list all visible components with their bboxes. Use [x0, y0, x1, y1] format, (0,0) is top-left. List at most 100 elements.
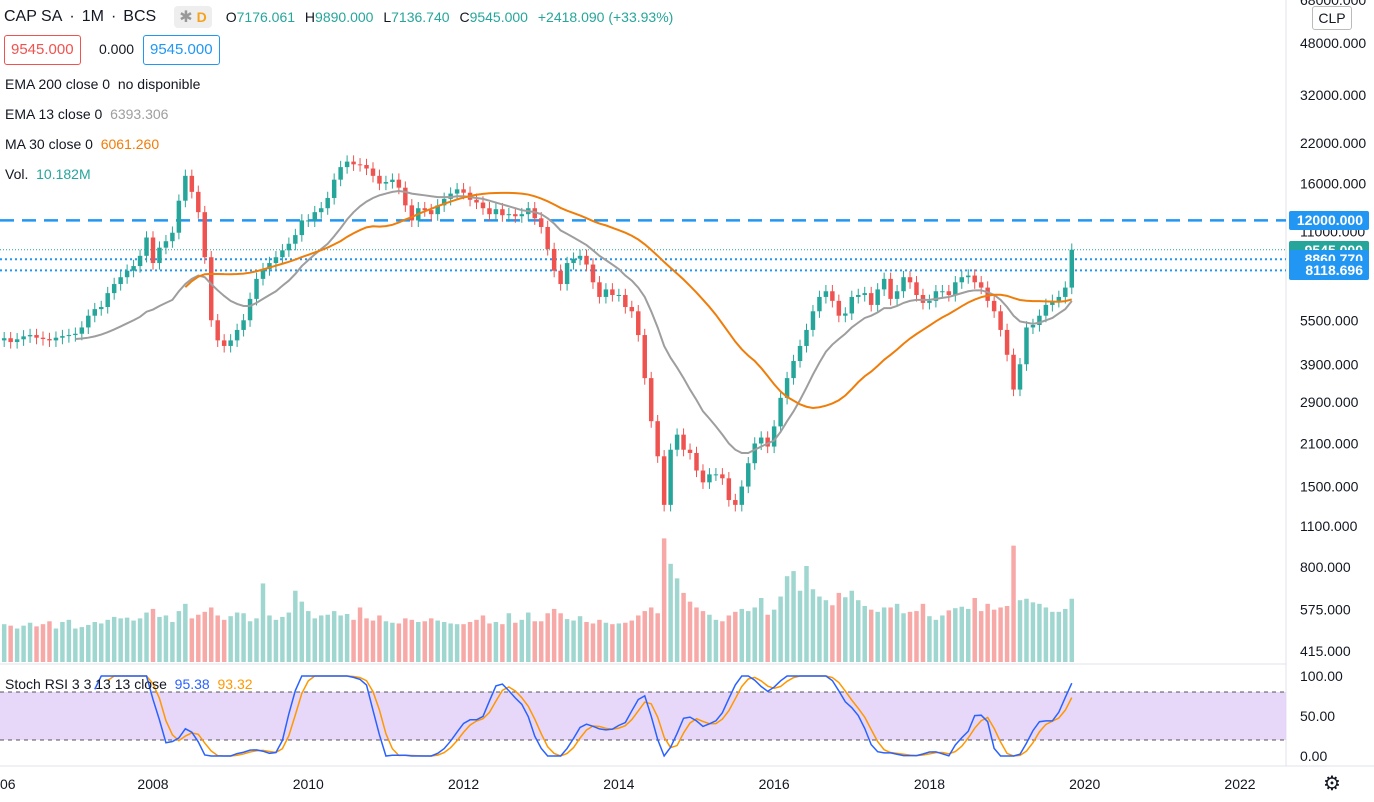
volume-bar	[538, 621, 544, 662]
volume-bar	[888, 607, 893, 662]
volume-bar	[215, 615, 220, 662]
sell-price-box[interactable]: 9545.000	[4, 35, 81, 65]
candle-body	[105, 293, 110, 308]
volume-bar	[991, 609, 997, 662]
symbol-name[interactable]: CAP SA	[4, 8, 63, 25]
candle-body	[176, 200, 182, 233]
candle-body	[131, 266, 136, 271]
volume-bar	[661, 538, 667, 662]
volume-bar	[778, 596, 783, 662]
candle-body	[312, 212, 317, 221]
price-tick-label: 2100.000	[1300, 435, 1359, 451]
candle-body	[124, 270, 130, 278]
volume-bar	[293, 590, 298, 662]
candle-body	[318, 208, 324, 213]
candle-body	[293, 235, 298, 244]
volume-bar	[124, 617, 130, 662]
volume-bar	[940, 615, 945, 662]
volume-bar	[370, 620, 376, 662]
candle-body	[403, 187, 408, 206]
volume-bar	[40, 624, 46, 662]
stoch-d-value: 93.32	[217, 676, 253, 692]
indicator-ema13[interactable]: EMA 13 close 0 6393.306	[5, 106, 169, 122]
indicator-volume[interactable]: Vol. 10.182M	[5, 166, 91, 182]
candle-body	[21, 336, 26, 340]
volume-bar	[325, 614, 330, 662]
volume-bar	[545, 613, 550, 662]
volume-bar	[623, 622, 628, 662]
volume-bar	[836, 592, 842, 662]
time-tick-label: 2010	[293, 776, 324, 792]
candle-body	[144, 237, 149, 256]
volume-bar	[681, 592, 686, 662]
candle-body	[286, 243, 292, 251]
time-tick-label: 2014	[603, 776, 634, 792]
candle-body	[597, 282, 602, 297]
interval-label[interactable]: 1M	[81, 8, 104, 25]
candle-body	[681, 434, 686, 450]
candle-body	[888, 278, 893, 299]
volume-bar	[642, 611, 647, 662]
volume-bar	[972, 598, 977, 662]
volume-bar	[1024, 598, 1029, 662]
volume-bar	[254, 618, 259, 662]
volume-bar	[383, 621, 389, 662]
volume-bar	[267, 615, 272, 662]
candle-body	[674, 434, 680, 450]
stoch-tick-label: 50.00	[1300, 708, 1335, 724]
candle-body	[616, 295, 622, 297]
spread-value: 0.000	[99, 41, 135, 57]
volume-bar	[364, 618, 369, 662]
ema13-line	[75, 190, 1073, 454]
volume-bar	[1030, 602, 1036, 662]
low-value: 7136.740	[391, 9, 450, 25]
volume-bar	[1, 624, 7, 662]
candle-body	[183, 175, 188, 201]
candle-body	[830, 291, 835, 301]
time-tick-label: 2008	[137, 776, 168, 792]
candle-body	[150, 237, 156, 264]
candle-body	[196, 191, 201, 213]
volume-bar	[707, 614, 712, 662]
price-tick-label: 3900.000	[1300, 356, 1359, 372]
candle-body	[966, 275, 971, 278]
candle-body	[694, 452, 699, 471]
volume-bar	[862, 606, 867, 662]
volume-bar	[1056, 611, 1062, 662]
volume-bar	[221, 619, 227, 662]
volume-bar	[312, 618, 317, 662]
volume-bar	[53, 628, 59, 662]
volume-bar	[247, 621, 253, 662]
candle-body	[221, 340, 227, 346]
candle-body	[901, 277, 906, 292]
indicator-ma30[interactable]: MA 30 close 0 6061.260	[5, 136, 160, 152]
candle-body	[66, 335, 72, 337]
price-tag-12000: 12000.000	[1289, 211, 1369, 231]
settings-gear-icon[interactable]: ⚙	[1323, 773, 1341, 795]
symbol-status-badge[interactable]: ✱ D	[174, 6, 212, 28]
candle-body	[86, 315, 91, 328]
candle-body	[804, 329, 809, 346]
volume-bar	[454, 624, 460, 662]
candle-body	[40, 337, 46, 340]
volume-bar	[920, 603, 926, 662]
candle-body	[707, 474, 712, 483]
high-value: 9890.000	[315, 9, 374, 25]
stoch-rsi-legend[interactable]: Stoch RSI 3 3 13 13 close 95.38 93.32	[5, 676, 253, 692]
volume-bar	[480, 615, 486, 662]
candle-body	[480, 202, 486, 209]
candle-body	[370, 168, 376, 176]
candle-body	[991, 300, 997, 312]
currency-button[interactable]: CLP	[1312, 6, 1352, 30]
candle-body	[726, 478, 732, 501]
volume-bar	[797, 590, 803, 662]
volume-bar	[849, 590, 855, 662]
buy-price-box[interactable]: 9545.000	[143, 35, 220, 65]
volume-bar	[752, 607, 757, 662]
candle-body	[752, 443, 757, 464]
candle-body	[47, 339, 52, 341]
indicator-ema200[interactable]: EMA 200 close 0 no disponible	[5, 76, 201, 92]
volume-bar	[1037, 603, 1042, 662]
candle-body	[441, 198, 447, 206]
